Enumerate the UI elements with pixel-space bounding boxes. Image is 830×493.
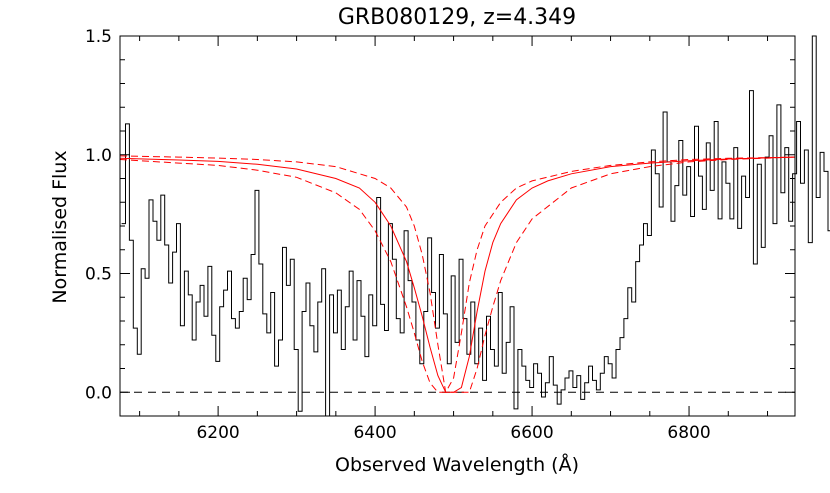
series-layer [119,35,830,417]
x-tick-label: 6600 [510,423,553,443]
x-tick-label: 6400 [353,423,396,443]
chart-title: GRB080129, z=4.349 [338,5,576,30]
y-tick-label: 0.5 [85,265,112,285]
y-tick-label: 1.0 [85,146,112,166]
x-tick-label: 6200 [196,423,239,443]
plot-frame [119,35,796,417]
x-tick-label: 6800 [667,423,710,443]
model-bound-line-2 [119,155,796,393]
y-tick-label: 1.5 [85,27,112,47]
y-tick-label: 0.0 [85,383,112,403]
tick-layer [120,35,795,417]
observed-spectrum-line [121,35,830,417]
x-axis-label: Observed Wavelength (Å) [335,453,579,476]
tick-label-layer: 6200 6400 6600 6800 0.0 0.5 1.0 1.5 [85,27,711,443]
y-axis-label: Normalised Flux [49,150,71,303]
model-bound-line-3 [119,156,796,393]
